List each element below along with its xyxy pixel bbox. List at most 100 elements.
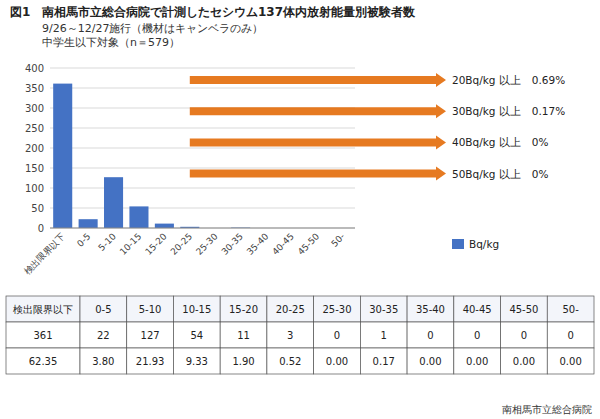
table-value: 0.00 <box>560 356 582 367</box>
figure-label: 図1 <box>10 5 30 19</box>
table-cell <box>220 296 267 322</box>
x-tick-label: 35-40 <box>245 231 271 257</box>
chart: 図1南相馬市立総合病院で計測したセシウム137体内放射能量別被験者数9/26～1… <box>0 0 600 419</box>
table-value: 1.90 <box>232 356 254 367</box>
annotation-arrow <box>190 135 446 149</box>
y-tick-label: 200 <box>25 143 44 154</box>
table-value: 11 <box>237 330 250 341</box>
x-tick-label: 20-25 <box>169 231 195 257</box>
subtitle: 中学生以下対象（n＝579） <box>42 36 180 49</box>
bar <box>79 219 98 228</box>
legend-label: Bq/kg <box>469 238 499 250</box>
annotations: 20Bq/kg 以上 0.69% 30Bq/kg 以上 0.17% 40Bq/kg … <box>190 73 565 181</box>
source: 南相馬市立総合病院 <box>502 404 592 415</box>
table-cell <box>547 348 594 374</box>
table-cell <box>173 322 220 348</box>
table-cell <box>501 348 548 374</box>
y-axis: 050100150200250300350400 <box>25 63 355 234</box>
table-cell <box>501 296 548 322</box>
table-cell <box>407 322 454 348</box>
table-cell <box>173 296 220 322</box>
table-value: 361 <box>33 330 52 341</box>
table-cell <box>127 296 174 322</box>
bar <box>53 84 72 228</box>
y-tick-label: 100 <box>25 183 44 194</box>
table-value: 3 <box>287 330 293 341</box>
y-tick-label: 400 <box>25 63 44 74</box>
table-cell <box>267 322 314 348</box>
x-axis-line <box>50 228 355 229</box>
table-header: 5-10 <box>139 304 162 315</box>
table-value: 3.80 <box>92 356 114 367</box>
table-header: 0-5 <box>95 304 111 315</box>
y-tick-label: 300 <box>25 103 44 114</box>
table-cell <box>360 322 407 348</box>
table-cell <box>267 296 314 322</box>
table-cell <box>80 322 127 348</box>
table-value: 9.33 <box>186 356 208 367</box>
x-tick-label: 25-30 <box>194 231 220 257</box>
grid-line <box>50 168 355 169</box>
y-tick-label: 250 <box>25 123 44 134</box>
bar <box>104 177 123 228</box>
grid-line <box>50 68 355 69</box>
legend: Bq/kg <box>452 238 499 250</box>
table-cell <box>6 296 80 322</box>
table-value: 0 <box>521 330 527 341</box>
table-cell <box>360 296 407 322</box>
bar <box>155 224 174 228</box>
table-value: 0.00 <box>326 356 348 367</box>
table-value: 0.00 <box>513 356 535 367</box>
x-tick-label: 0-5 <box>75 231 92 248</box>
grid-line <box>50 88 355 89</box>
table-cell <box>547 322 594 348</box>
table-cell <box>80 348 127 374</box>
table-cell <box>267 348 314 374</box>
table-cell <box>80 296 127 322</box>
table-value: 1 <box>381 330 387 341</box>
table-value: 0.17 <box>373 356 395 367</box>
table-header: 50- <box>562 304 579 315</box>
table-value: 127 <box>141 330 160 341</box>
annotation-label: 40Bq/kg 以上 0% <box>452 136 549 148</box>
table-cell <box>127 322 174 348</box>
table-value: 0 <box>427 330 433 341</box>
annotation-arrow <box>190 73 446 87</box>
legend-swatch <box>452 239 464 249</box>
annotation-label: 50Bq/kg 以上 0% <box>452 168 549 180</box>
table-cell <box>220 348 267 374</box>
table-cell <box>407 348 454 374</box>
x-tick-label: 30-35 <box>219 231 245 257</box>
table-value: 0 <box>474 330 480 341</box>
subtitle: 9/26～12/27施行（機材はキャンベラのみ） <box>42 22 263 35</box>
table-value: 0.00 <box>466 356 488 367</box>
bar <box>129 206 148 228</box>
grid-line <box>50 128 355 129</box>
x-tick-label: 40-45 <box>270 231 296 257</box>
table-cell <box>6 322 80 348</box>
bars <box>53 84 250 228</box>
x-tick-label: 15-20 <box>143 231 169 257</box>
table-cell <box>547 296 594 322</box>
x-tick-label: 検出限界以下 <box>22 231 67 276</box>
table-value: 0 <box>334 330 340 341</box>
table-cell <box>454 296 501 322</box>
table-cell <box>314 322 361 348</box>
table-value: 21.93 <box>136 356 165 367</box>
table-header: 検出限界以下 <box>13 304 73 315</box>
x-tick-label: 5-10 <box>96 231 118 253</box>
table-cell <box>6 348 80 374</box>
table-header: 30-35 <box>369 304 398 315</box>
table-header: 25-30 <box>322 304 351 315</box>
table-cell <box>127 348 174 374</box>
table-cell <box>314 296 361 322</box>
y-tick-label: 150 <box>25 163 44 174</box>
table-value: 22 <box>97 330 110 341</box>
x-tick-label: 50- <box>329 231 346 248</box>
annotation-label: 20Bq/kg 以上 0.69% <box>452 74 565 86</box>
table-value: 54 <box>190 330 203 341</box>
annotation-label: 30Bq/kg 以上 0.17% <box>452 105 565 117</box>
table-header: 15-20 <box>229 304 258 315</box>
grid-line <box>50 208 355 209</box>
table-cell <box>360 348 407 374</box>
